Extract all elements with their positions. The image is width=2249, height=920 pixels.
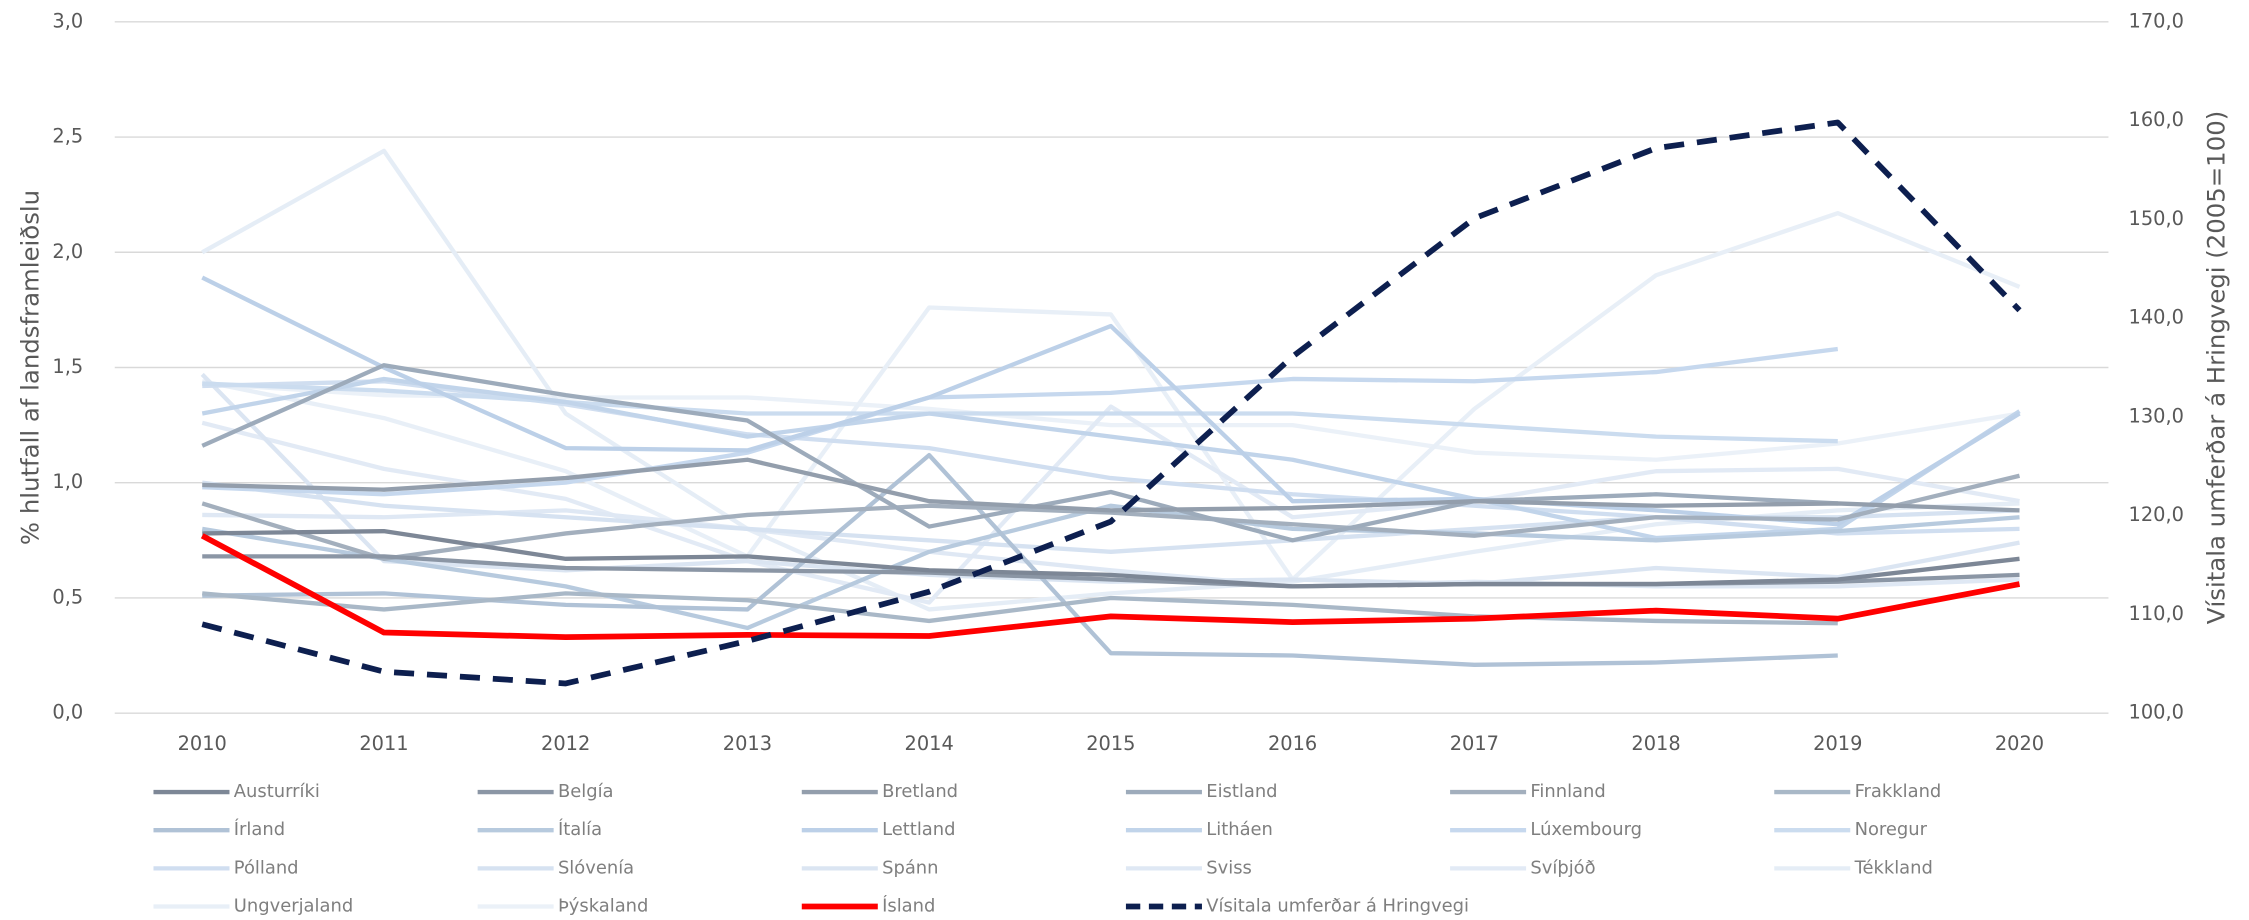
x-tick-label: 2019 [1813,732,1862,755]
series-line [200,372,2020,587]
y-tick-label: 3,0 [52,9,83,32]
y2-tick-label: 120,0 [2129,503,2184,526]
x-tick-label: 2013 [723,732,772,755]
series-line [201,211,2021,582]
series-line [201,275,2021,527]
x-tick-label: 2017 [1450,732,1499,755]
x-tick-label: 2010 [178,732,227,755]
legend-text: Eistland [1206,781,1277,802]
series-line [201,473,2021,561]
legend-text: Írland [234,818,285,840]
y2-tick-label: 160,0 [2129,108,2184,131]
y2-tick-label: 100,0 [2129,701,2184,724]
legend-text: Lúxembourg [1530,819,1642,840]
y2-tick-label: 130,0 [2129,404,2184,427]
legend-text: Lettland [882,819,955,840]
y-tick-label: 0,5 [52,585,83,608]
legend-text: Vísitala umferðar á Hringvegi [1206,896,1469,917]
y2-tick-label: 150,0 [2129,207,2184,230]
legend-text: Ítalía [558,818,602,840]
y-tick-label: 2,0 [52,240,83,263]
x-tick-label: 2018 [1631,732,1680,755]
x-tick-label: 2016 [1268,732,1317,755]
series-line [202,591,1838,626]
legend-text: Noregur [1855,819,1928,840]
legend-text: Svíþjóð [1530,857,1595,878]
legend-text: Frakkland [1855,781,1942,802]
legend-text: Þýskaland [558,896,648,917]
series-line [202,346,1839,497]
series-line [202,381,1838,444]
series-line [202,528,2020,589]
x-tick-label: 2014 [905,732,954,755]
legend-text: Belgía [558,781,614,802]
x-tick-label: 2012 [541,732,590,755]
series-line [201,376,2021,541]
legend-text: Finnland [1530,781,1605,802]
y-tick-label: 1,0 [52,470,83,493]
legend-text: Ísland [882,895,935,917]
y2-tick-label: 110,0 [2129,602,2184,625]
x-tick-label: 2020 [1995,732,2044,755]
legend-text: Litháen [1206,819,1273,840]
series-line [200,533,2021,641]
series-line [201,363,1838,543]
series-line [202,457,2020,513]
legend-text: Bretland [882,781,958,802]
legend-text: Austurríki [234,781,320,802]
series-line [201,503,2020,631]
y-tick-label: 0,0 [52,701,83,724]
y-tick-label: 2,5 [52,125,83,148]
y2-axis-title: Vísitala umferðar á Hringvegi (2005=100) [2201,111,2230,624]
y-axis-title: % hlutfall af landsframleiðslu [16,190,45,545]
series-line [201,119,2022,687]
y2-tick-label: 170,0 [2129,9,2184,32]
x-tick-label: 2011 [359,732,408,755]
legend-text: Slóvenía [558,857,634,878]
legend-text: Ungverjaland [234,896,353,917]
legend-text: Pólland [234,857,299,878]
legend-text: Spánn [882,857,938,878]
y2-tick-label: 140,0 [2129,306,2184,329]
x-tick-label: 2015 [1086,732,1135,755]
legend-text: Sviss [1206,857,1252,878]
legend-text: Tékkland [1854,857,1933,878]
y-tick-label: 1,5 [52,355,83,378]
series-line [201,404,2020,605]
